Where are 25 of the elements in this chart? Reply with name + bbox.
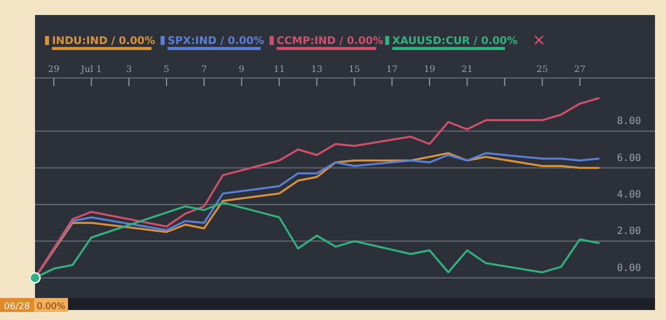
legend-label: SPX:IND / 0.00%: [168, 35, 265, 47]
x-tick-label: Jul 1: [80, 65, 102, 75]
x-tick-label: 13: [311, 65, 323, 75]
y-tick-label: 4.00: [616, 190, 641, 200]
y-tick-label: 2.00: [616, 226, 641, 238]
x-tick-label: 7: [201, 65, 208, 75]
legend-label: XAUUSD:CUR / 0.00%: [392, 35, 518, 47]
y-tick-label: 8.00: [616, 116, 641, 128]
x-tick-label: 29: [48, 65, 60, 75]
text: 0.00%: [36, 302, 66, 312]
y-tick-label: 0.00: [616, 262, 641, 274]
legend-label: INDU:IND / 0.00%: [52, 35, 156, 47]
x-tick-label: 15: [348, 65, 360, 75]
x-tick-label: 25: [536, 65, 548, 75]
x-tick-label: 3: [126, 65, 132, 75]
x-tick-label: 5: [164, 65, 170, 75]
text: 06/28: [4, 302, 30, 312]
x-tick-label: 17: [386, 65, 398, 75]
legend-label: CCMP:IND / 0.00%: [276, 35, 384, 47]
x-tick-label: 9: [238, 65, 245, 75]
x-tick-label: 19: [424, 65, 436, 75]
x-tick-label: 11: [274, 65, 285, 75]
x-tick-label: 21: [461, 65, 473, 75]
y-tick-label: 6.00: [616, 152, 641, 164]
x-tick-label: 27: [574, 65, 586, 75]
